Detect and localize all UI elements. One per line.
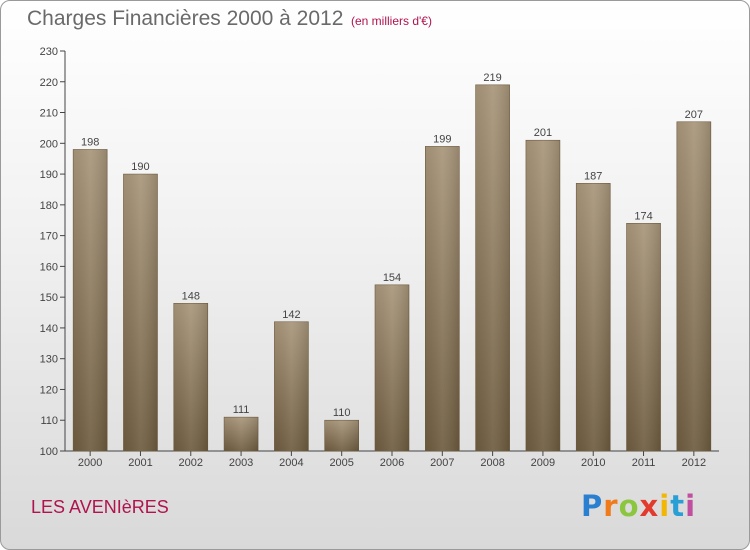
bar-shading [173, 303, 208, 451]
chart-subtitle: (en milliers d'€) [351, 14, 432, 28]
x-tick-label: 2006 [380, 457, 404, 469]
bar-shading [626, 223, 661, 451]
x-tick-label: 2010 [581, 457, 605, 469]
x-tick-label: 2001 [128, 457, 152, 469]
bar-shading [224, 417, 259, 451]
y-tick-label: 210 [40, 108, 58, 120]
y-tick-label: 230 [40, 46, 58, 58]
logo-letter: o [618, 489, 640, 523]
bar-value-label: 111 [233, 404, 250, 416]
bar-value-label: 142 [282, 309, 300, 321]
y-tick-label: 150 [40, 292, 58, 304]
y-tick-label: 130 [40, 354, 58, 366]
y-tick-label: 200 [40, 138, 58, 150]
logo-letter: x [639, 489, 660, 523]
bar-shading [676, 121, 711, 452]
bar-shading [324, 420, 359, 451]
x-tick-label: 2012 [682, 457, 706, 469]
bar-shading [425, 146, 460, 451]
y-tick-label: 100 [40, 446, 58, 458]
bar-shading [73, 149, 108, 451]
bar-shading [475, 84, 510, 451]
logo-letter: r [603, 489, 619, 523]
y-tick-label: 120 [40, 384, 58, 396]
x-tick-label: 2007 [430, 457, 454, 469]
y-tick-label: 190 [40, 169, 58, 181]
logo-letter: P [581, 489, 604, 523]
bar-shading [576, 183, 611, 452]
bar-value-label: 207 [685, 109, 703, 121]
bar-value-label: 110 [333, 407, 351, 419]
x-tick-label: 2003 [229, 457, 253, 469]
y-tick-label: 160 [40, 261, 58, 273]
place-name: LES AVENIèRES [31, 497, 169, 517]
x-tick-label: 2000 [78, 457, 102, 469]
bar-shading [525, 140, 560, 451]
x-tick-label: 2011 [632, 457, 656, 469]
x-tick-label: 2008 [480, 457, 504, 469]
bar-value-label: 187 [584, 170, 602, 182]
logo-letter: i [659, 489, 671, 523]
x-tick-label: 2002 [179, 457, 203, 469]
bar-value-label: 174 [634, 210, 652, 222]
bar-value-label: 190 [131, 161, 149, 173]
bar-value-label: 201 [534, 127, 552, 139]
x-tick-label: 2004 [279, 457, 303, 469]
bar-shading [274, 321, 309, 451]
bar-value-label: 199 [433, 133, 451, 145]
logo-letter: t [670, 489, 686, 523]
bar-shading [375, 284, 409, 451]
y-tick-label: 110 [40, 415, 58, 427]
bar-value-label: 148 [182, 290, 200, 302]
bar-shading [123, 174, 158, 452]
y-tick-label: 180 [40, 200, 58, 212]
y-tick-label: 220 [40, 77, 58, 89]
proxiti-logo: Proxiti [581, 489, 696, 523]
logo-letter: i [685, 489, 697, 523]
chart-title: Charges Financières 2000 à 2012 [27, 7, 344, 30]
y-tick-label: 170 [40, 231, 58, 243]
bar-value-label: 219 [483, 72, 501, 84]
x-tick-label: 2009 [531, 457, 555, 469]
x-tick-label: 2005 [329, 457, 353, 469]
bar-value-label: 154 [383, 272, 401, 284]
y-tick-label: 140 [40, 323, 58, 335]
bar-value-label: 198 [81, 136, 99, 148]
